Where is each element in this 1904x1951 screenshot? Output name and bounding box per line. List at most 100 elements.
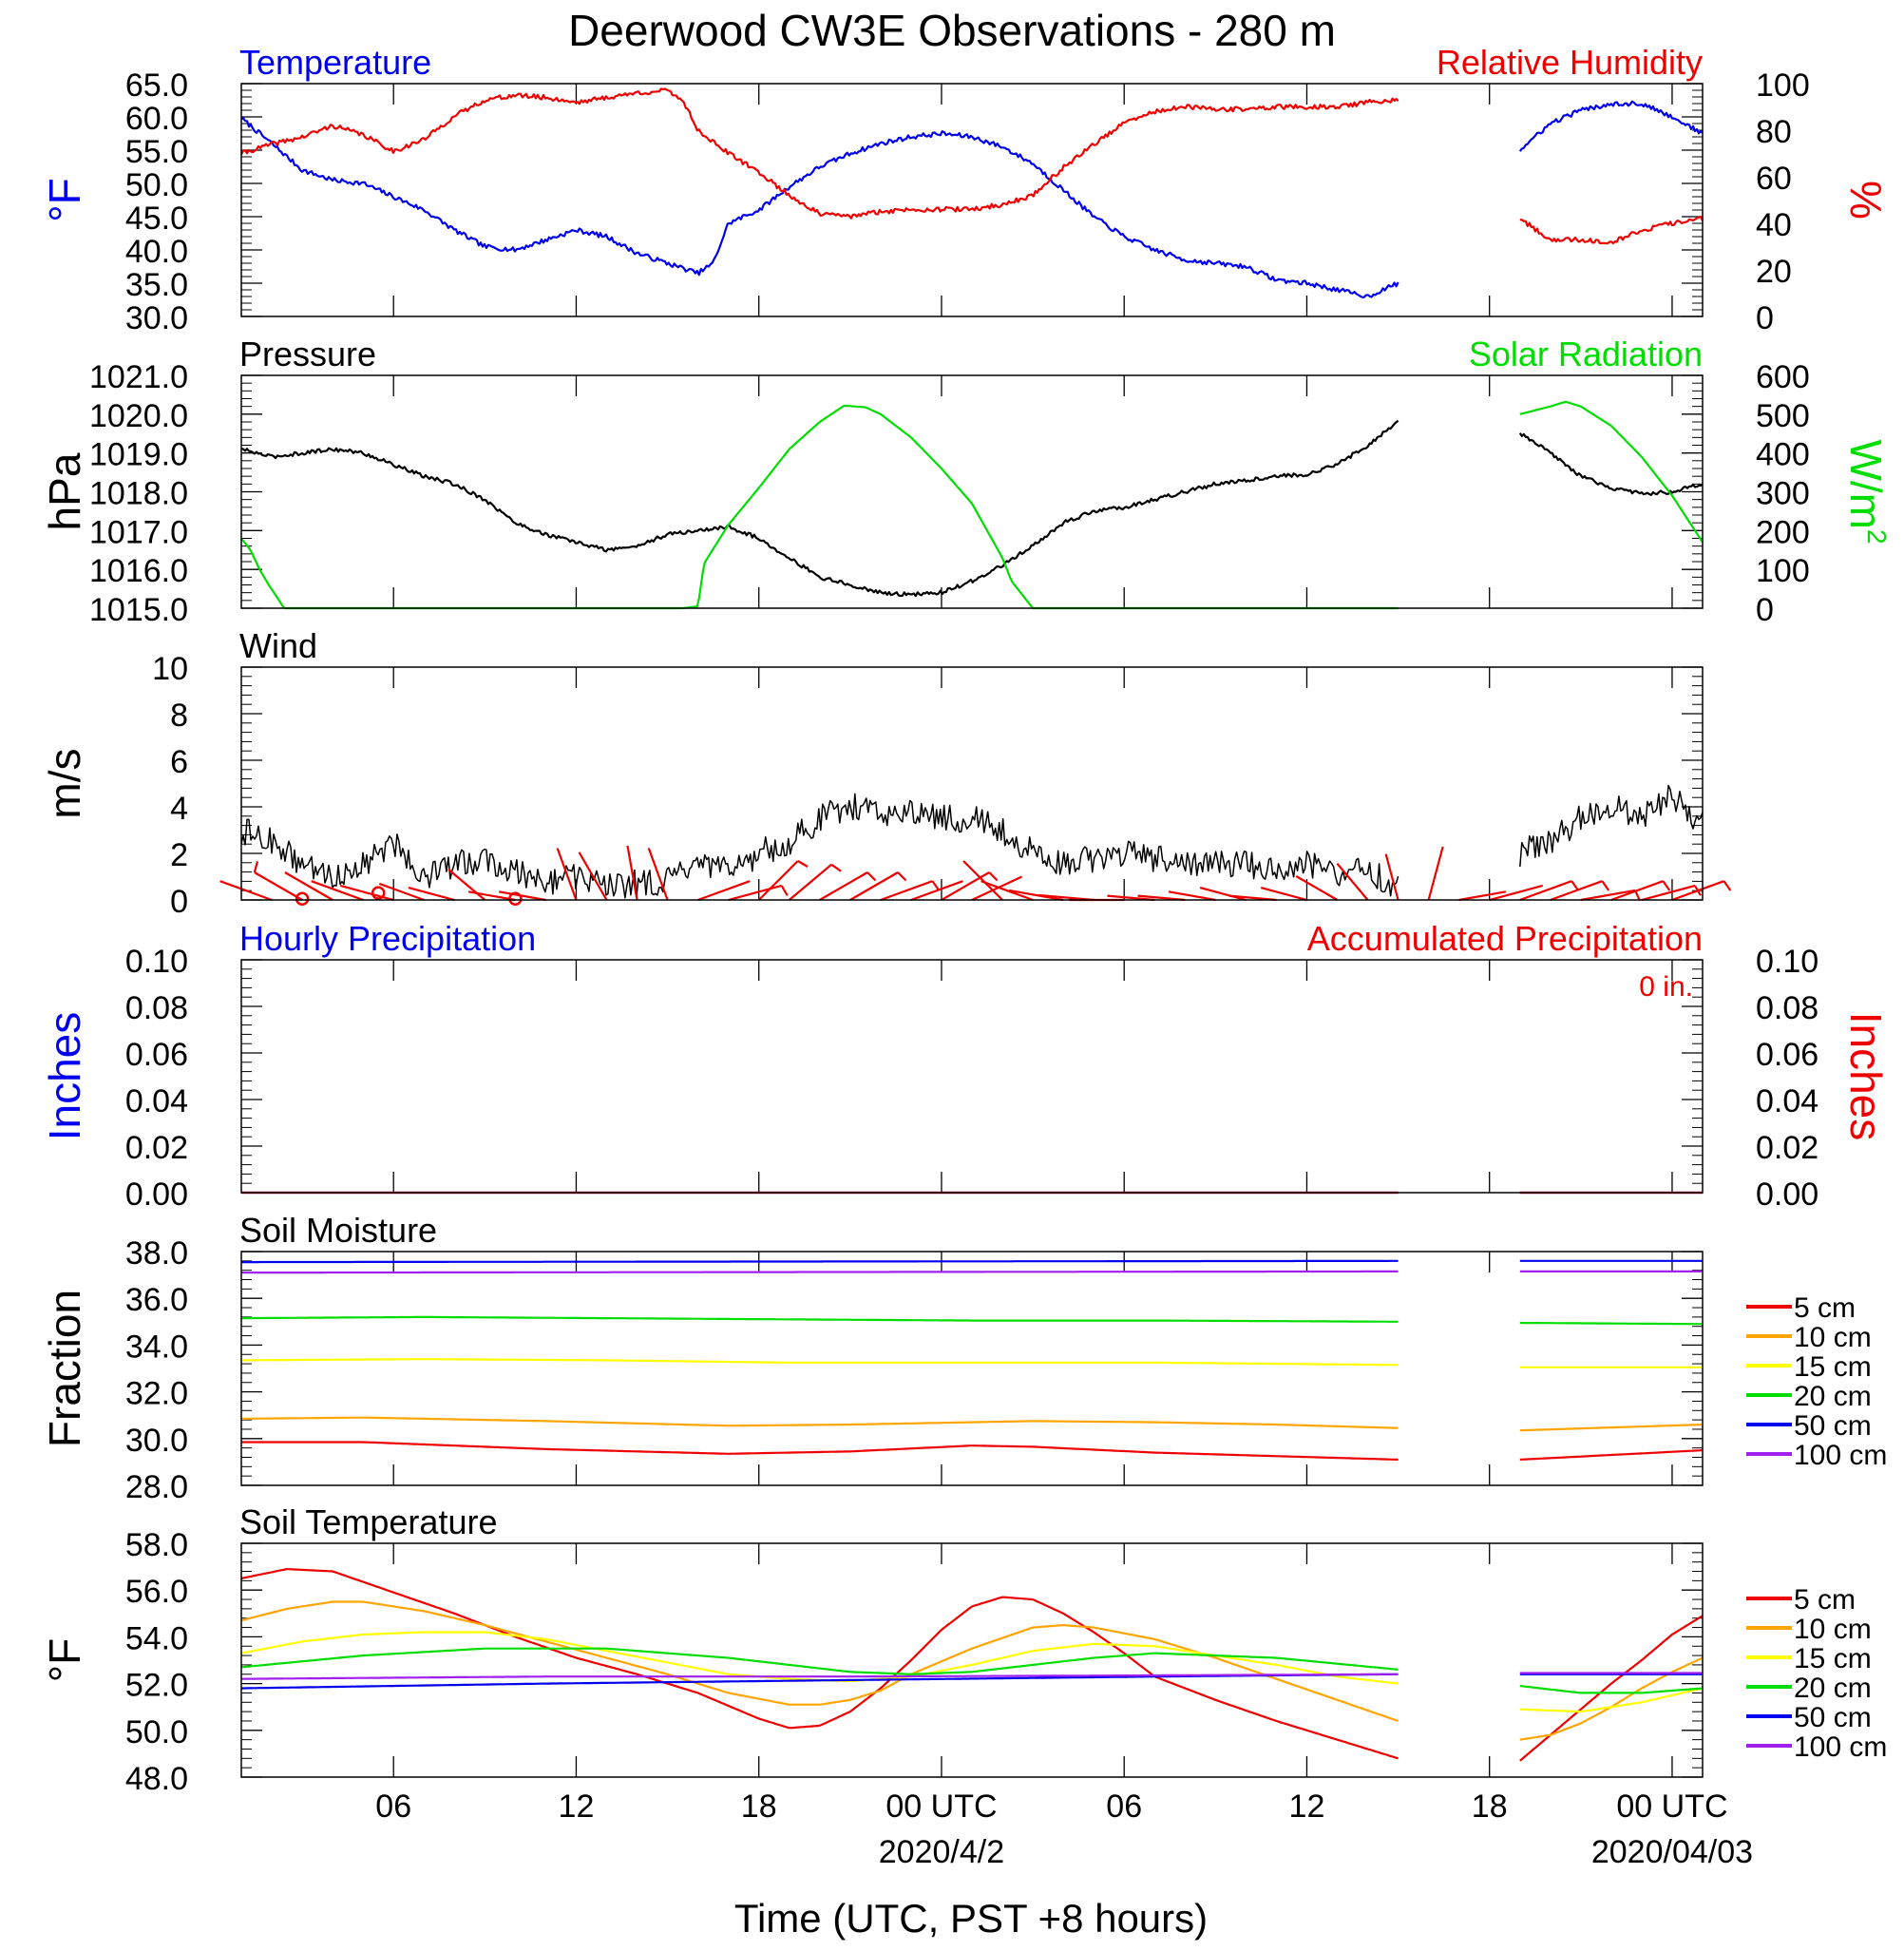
wind-barb: [626, 845, 638, 901]
y-axis-label-right: Inches: [1841, 1012, 1891, 1141]
y-tick-label: 34.0: [125, 1329, 188, 1365]
y-right-tick-label: 400: [1756, 437, 1810, 473]
y-right-tick-label: 100: [1756, 553, 1810, 589]
y-tick-label: 32.0: [125, 1376, 188, 1412]
legend-label: 100 cm: [1794, 1440, 1887, 1471]
series-10-cm: [1519, 1656, 1704, 1741]
series-temperature: [240, 116, 1399, 298]
y-tick-label: 1017.0: [89, 514, 188, 550]
wind-barb: [1168, 890, 1216, 902]
wind-barb: [339, 884, 394, 902]
series-relative-humidity: [1519, 216, 1704, 245]
wind-barb-flag: [1571, 880, 1580, 891]
wind-barb-flag: [988, 871, 999, 882]
y-tick-label: 0.00: [125, 1176, 188, 1213]
legend-label: 10 cm: [1794, 1614, 1872, 1645]
x-tick-label: 06: [1106, 1788, 1142, 1825]
wind-barb: [697, 880, 751, 902]
wind-barb-flag: [1723, 880, 1732, 891]
y-tick-label: 1021.0: [89, 359, 188, 395]
plot-frame: [240, 374, 1704, 609]
wind-barb: [1336, 862, 1369, 901]
series-pressure: [1518, 432, 1704, 496]
series-wind: [1519, 784, 1704, 868]
panel-title-left: Wind: [239, 626, 317, 665]
y-tick-label: 52.0: [125, 1668, 188, 1704]
wind-barb: [311, 880, 364, 902]
y-axis-label-left: °F: [40, 178, 89, 222]
wind-barb: [1671, 880, 1724, 902]
y-tick-label: 8: [170, 698, 188, 734]
precip-total-annotation: 0 in.: [1639, 971, 1693, 1003]
y-tick-label: 28.0: [125, 1469, 188, 1505]
legend-label: 5 cm: [1794, 1584, 1856, 1616]
y-tick-label: 1020.0: [89, 398, 188, 434]
wind-barb-flag: [780, 885, 789, 896]
wind-barb: [447, 869, 486, 901]
y-right-tick-label: 0: [1756, 300, 1774, 336]
panel-pressure_solar: 1015.01016.01017.01018.01019.01020.01021…: [40, 335, 1892, 628]
y-right-tick-label: 0.08: [1756, 990, 1818, 1026]
series-20-cm: [240, 1647, 1399, 1675]
wind-barb: [941, 871, 990, 901]
wind-barb-flag: [866, 871, 877, 882]
series-15-cm: [1519, 1687, 1704, 1713]
series-15-cm: [241, 1358, 1399, 1367]
y-right-tick-label: 0.02: [1756, 1130, 1818, 1166]
wind-barb-flag: [830, 863, 842, 872]
y-tick-label: 1015.0: [89, 592, 188, 628]
wind-barb: [578, 851, 608, 901]
legend-label: 50 cm: [1794, 1702, 1872, 1733]
y-tick-label: 50.0: [125, 1714, 188, 1750]
wind-barb: [789, 863, 832, 901]
y-tick-label: 1018.0: [89, 476, 188, 512]
y-right-tick-label: 0.04: [1756, 1083, 1818, 1119]
y-tick-label: 0.08: [125, 990, 188, 1026]
wind-barb: [254, 871, 303, 901]
y-tick-label: 36.0: [125, 1282, 188, 1318]
series-5-cm: [240, 1568, 1399, 1760]
date-label: 2020/04/03: [1591, 1834, 1753, 1870]
y-tick-label: 38.0: [125, 1235, 188, 1272]
legend-label: 100 cm: [1794, 1731, 1887, 1763]
y-tick-label: 65.0: [125, 67, 188, 104]
wind-barb: [971, 875, 1023, 901]
wind-barb: [1610, 880, 1664, 902]
wind-barb: [728, 884, 782, 902]
y-tick-label: 58.0: [125, 1527, 188, 1563]
wind-barb-flag: [253, 861, 259, 873]
y-tick-label: 40.0: [125, 234, 188, 270]
series-5-cm: [1519, 1449, 1704, 1461]
y-right-tick-label: 300: [1756, 476, 1810, 512]
y-axis-label-right: %: [1841, 181, 1891, 220]
legend-label: 15 cm: [1794, 1351, 1872, 1383]
y-tick-label: 54.0: [125, 1620, 188, 1656]
wind-barb: [1008, 889, 1064, 902]
wind-barb: [284, 871, 333, 901]
wind-barb: [757, 860, 799, 901]
wind-barb: [1458, 890, 1507, 902]
panel-title-right: Solar Radiation: [1469, 335, 1703, 373]
y-right-tick-label: 0.00: [1756, 1176, 1818, 1213]
y-tick-label: 56.0: [125, 1574, 188, 1610]
y-tick-label: 0.10: [125, 944, 188, 980]
y-tick-label: 0.02: [125, 1130, 188, 1166]
wind-barb: [1427, 846, 1444, 901]
y-tick-label: 4: [170, 791, 188, 827]
y-right-tick-label: 60: [1756, 161, 1792, 197]
wind-barb-flag: [797, 860, 809, 868]
wind-barb: [1384, 853, 1399, 901]
series-pressure: [240, 419, 1399, 598]
legend-label: 20 cm: [1794, 1381, 1872, 1412]
wind-barb: [498, 890, 546, 902]
x-tick-label: 06: [375, 1788, 411, 1825]
y-tick-label: 0.06: [125, 1037, 188, 1073]
wind-barb: [219, 880, 273, 902]
y-tick-label: 60.0: [125, 101, 188, 137]
wind-barb: [1550, 880, 1603, 902]
series-20-cm: [1519, 1685, 1704, 1694]
x-tick-label: 00 UTC: [885, 1788, 997, 1825]
panel-temp_rh: 30.035.040.045.050.055.060.065.0 0 20 40 60 8…: [40, 43, 1891, 336]
x-tick-label: 00 UTC: [1616, 1788, 1727, 1825]
series-10-cm: [241, 1416, 1399, 1429]
